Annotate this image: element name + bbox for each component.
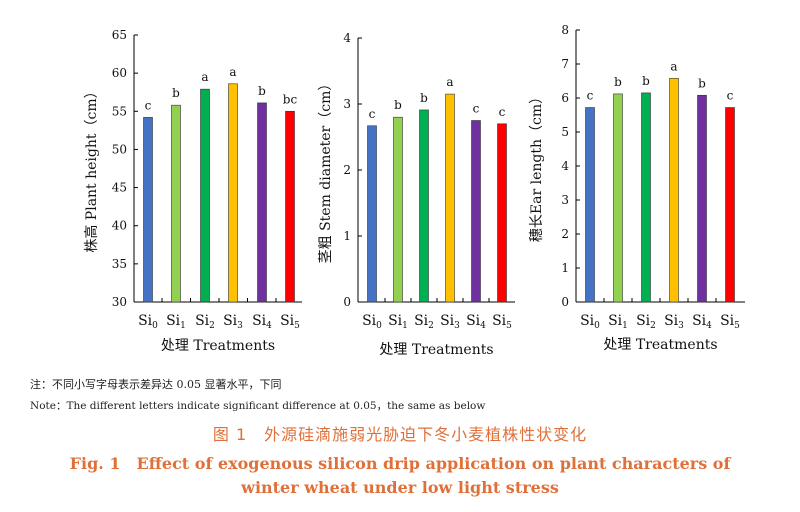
y-tick-label: 60 (112, 66, 127, 80)
x-tick-label: Si5 (492, 313, 512, 331)
x-tick-label: Si4 (466, 313, 486, 331)
y-tick-label: 4 (561, 159, 569, 173)
bar-si2 (641, 92, 651, 303)
y-tick-label: 65 (112, 28, 127, 42)
x-tick-label: Si3 (664, 313, 684, 331)
significance-letter: c (727, 89, 734, 103)
chart-panel-2: 0 1 2 3 4 c Si0 b Si1 b Si2 a Si3 c Si4 c Si5 茎粗 Stem dia… (318, 31, 515, 358)
bar-si4 (257, 102, 267, 303)
bar-si5 (725, 107, 735, 303)
bar-si0 (585, 107, 595, 303)
y-tick-label: 5 (561, 125, 569, 139)
y-tick-label: 0 (561, 295, 569, 309)
x-tick-label: Si5 (280, 313, 300, 331)
y-tick-label: 6 (561, 91, 569, 105)
x-tick-label: Si5 (720, 313, 740, 331)
bar-si3 (228, 83, 238, 303)
bar-si1 (613, 93, 623, 303)
y-tick-label: 0 (343, 295, 351, 309)
y-tick-label: 35 (112, 257, 127, 271)
x-tick-label: Si1 (388, 313, 408, 331)
x-tick-label: Si1 (166, 313, 186, 331)
x-tick-label: Si2 (414, 313, 434, 331)
bar-si3 (445, 93, 455, 303)
note-english: Note：The different letters indicate sign… (30, 400, 486, 412)
x-tick-label: Si1 (608, 313, 628, 331)
x-tick-label: Si2 (636, 313, 656, 331)
significance-letter: b (698, 76, 706, 90)
y-tick-label: 1 (343, 229, 351, 243)
note-chinese: 注：不同小写字母表示差异达 0.05 显著水平，下同 (30, 378, 282, 391)
bar-si5 (497, 123, 507, 303)
y-axis-label: 茎粗 Stem diameter（cm） (318, 77, 334, 264)
significance-letter: b (172, 86, 180, 100)
y-tick-label: 30 (112, 295, 127, 309)
bar-si2 (200, 88, 210, 303)
y-tick-label: 40 (112, 219, 127, 233)
figure-charts: 3035404550556065cSi0bSi1aSi2aSi3bSi4bcSi… (83, 23, 745, 358)
significance-letter: a (446, 75, 453, 89)
bar-si4 (697, 94, 707, 303)
x-tick-label: Si0 (362, 313, 382, 331)
significance-letter: a (201, 70, 208, 84)
figure-caption-chinese: 图 1 外源硅滴施弱光胁迫下冬小麦植株性状变化 (212, 425, 588, 444)
significance-letter: a (670, 59, 677, 73)
y-tick-label: 2 (561, 227, 569, 241)
y-axis-label: 株高 Plant height（cm） (83, 84, 100, 252)
figure-caption-english-line1: Fig. 1 Effect of exogenous silicon drip … (69, 454, 731, 473)
chart-panel-3: 0 1 2 3 4 5 6 7 8 c Si0 b Si1 b Si2 a Si3 b Si4 c Si5 穗长Ear l… (529, 23, 745, 353)
y-tick-label: 7 (561, 57, 569, 71)
x-tick-label: Si4 (252, 313, 272, 331)
significance-letter: b (394, 98, 402, 112)
significance-letter: c (473, 102, 480, 116)
x-axis-label: 处理 Treatments (161, 338, 275, 354)
y-axis-label: 穗长Ear length（cm） (529, 90, 545, 242)
x-tick-label: Si0 (580, 313, 600, 331)
y-tick-label: 4 (343, 31, 351, 45)
significance-letter: c (145, 98, 152, 112)
y-tick-label: 55 (112, 104, 127, 118)
bar-si3 (669, 77, 679, 303)
bar-si0 (143, 117, 153, 303)
bar-si0 (367, 125, 377, 303)
y-tick-label: 45 (112, 181, 127, 195)
chart-panel-1: 30 35 40 45 50 55 60 65 c Si0 b Si1 a Si2 a Si3 b Si4 bc Si… (83, 28, 302, 354)
y-tick-label: 3 (343, 97, 351, 111)
bar-si1 (393, 116, 403, 303)
significance-letter: a (229, 65, 236, 79)
x-tick-label: Si3 (440, 313, 460, 331)
significance-letter: bc (283, 92, 298, 106)
bar-si1 (171, 104, 181, 303)
y-tick-label: 2 (343, 163, 351, 177)
significance-letter: c (587, 89, 594, 103)
figure-caption-english-line2: winter wheat under low light stress (241, 478, 559, 497)
significance-letter: c (499, 105, 506, 119)
x-tick-label: Si2 (195, 313, 215, 331)
significance-letter: b (258, 84, 266, 98)
y-tick-label: 8 (561, 23, 569, 37)
x-tick-label: Si0 (138, 313, 158, 331)
x-axis-label: 处理 Treatments (379, 342, 493, 358)
bar-si5 (285, 110, 295, 303)
bar-si2 (419, 109, 429, 303)
significance-letter: c (369, 107, 376, 121)
y-tick-label: 1 (561, 261, 569, 275)
y-tick-label: 3 (561, 193, 569, 207)
significance-letter: b (614, 75, 622, 89)
x-axis-label: 处理 Treatments (603, 337, 717, 353)
significance-letter: b (420, 91, 428, 105)
bar-si4 (471, 120, 481, 303)
x-tick-label: Si3 (223, 313, 243, 331)
x-tick-label: Si4 (692, 313, 712, 331)
significance-letter: b (642, 74, 650, 88)
y-tick-label: 50 (112, 142, 127, 156)
